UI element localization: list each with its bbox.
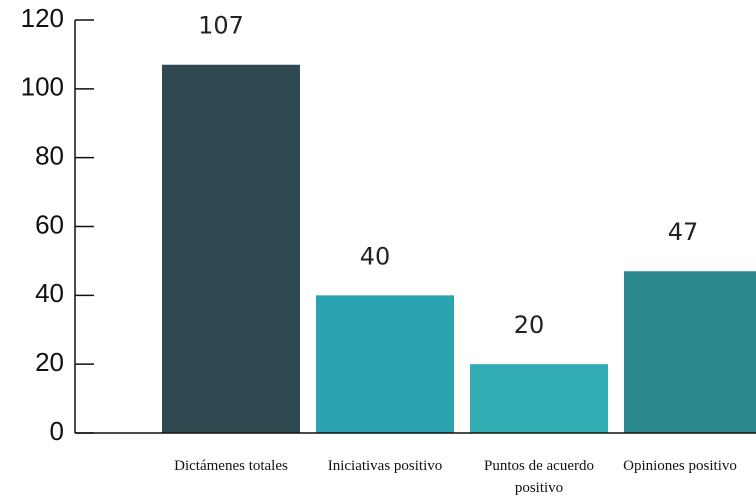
bar [162,64,300,433]
x-tick-label: Puntos de acuerdo positivo [484,458,594,496]
x-tick-label: Opiniones positivo [623,458,737,474]
y-tick-label: 0 [50,416,64,446]
y-tick-label: 80 [35,141,64,171]
value-label: 47 [668,218,699,246]
y-tick-label: 60 [35,209,64,239]
bar [470,364,608,433]
y-tick-label: 40 [35,278,64,308]
y-tick-label: 20 [35,347,64,377]
bar [624,271,756,433]
y-tick-label: 120 [21,3,64,33]
bar [316,295,454,433]
value-label: 107 [198,12,244,40]
value-label: 40 [360,242,391,270]
value-label: 20 [514,311,545,339]
x-tick-label: Dictámenes totales [174,458,288,474]
x-tick-label: Iniciativas positivo [327,458,443,474]
y-tick-label: 100 [21,72,64,102]
